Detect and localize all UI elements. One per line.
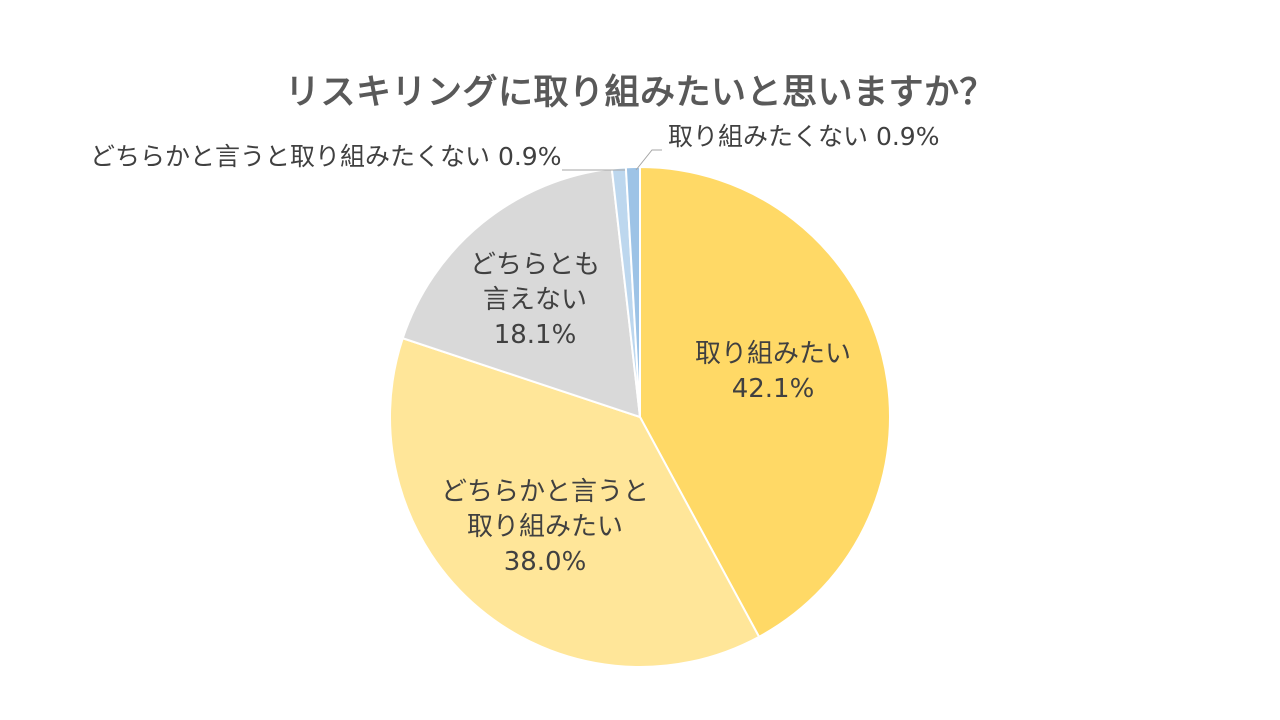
slice-value-label: 18.1% xyxy=(494,320,577,350)
callout-label: 取り組みたくない 0.9% xyxy=(668,122,939,151)
callout-label: どちらかと言うと取り組みたくない 0.9% xyxy=(90,142,561,171)
pie-slice xyxy=(624,165,641,418)
pie-slice xyxy=(401,167,642,419)
slice-category-label: どちらとも xyxy=(470,250,600,280)
leader-line xyxy=(635,149,662,171)
slice-value-label: 38.0% xyxy=(504,547,587,577)
slice-category-label: 言えない xyxy=(483,285,587,315)
pie-slice xyxy=(389,336,761,668)
pie-slice xyxy=(639,165,891,639)
slice-value-label: 42.1% xyxy=(732,374,815,404)
slice-category-label: 取り組みたい xyxy=(467,512,623,542)
slice-category-label: 取り組みたい xyxy=(695,339,851,369)
slice-category-label: どちらかと言うと xyxy=(441,477,649,507)
chart-title: リスキリングに取り組みたいと思いますか？ xyxy=(284,73,995,113)
